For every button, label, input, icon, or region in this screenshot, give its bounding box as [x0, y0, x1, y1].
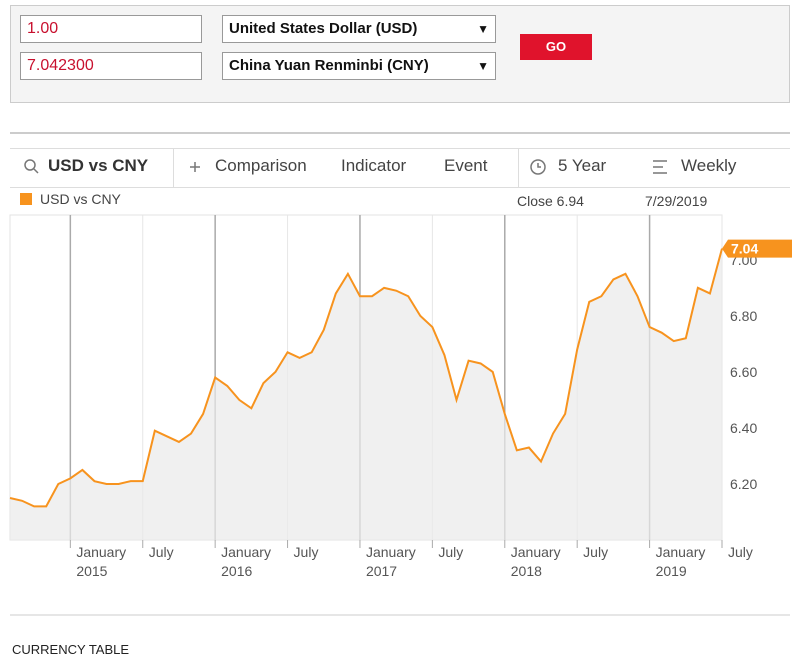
y-tick-label: 6.60 — [730, 364, 757, 380]
section-title: CURRENCY TABLE — [12, 642, 129, 657]
y-tick-label: 6.20 — [730, 476, 757, 492]
x-tick-year: 2017 — [366, 563, 397, 579]
search-icon — [24, 159, 36, 171]
x-tick-label: January — [221, 544, 271, 560]
toolbar-separator — [173, 148, 174, 188]
from-currency: United States Dollar (USD) — [229, 20, 418, 37]
symbol-button[interactable]: USD vs CNY — [48, 156, 149, 175]
go-button[interactable]: GO — [520, 34, 592, 60]
area — [10, 248, 722, 540]
toolbar-separator — [518, 148, 519, 188]
comparison-button[interactable]: Comparison — [215, 156, 307, 175]
legend-swatch — [20, 193, 32, 205]
plus-icon — [190, 162, 200, 172]
from-currency-select[interactable]: United States Dollar (USD) ▼ — [222, 15, 496, 43]
bars-icon — [653, 160, 667, 174]
x-tick-year: 2015 — [76, 563, 107, 579]
y-tick-label: 6.40 — [730, 420, 757, 436]
x-tick-label: July — [149, 544, 174, 560]
divider — [10, 132, 790, 134]
event-button[interactable]: Event — [444, 156, 488, 175]
x-tick-year: 2018 — [511, 563, 542, 579]
indicator-button[interactable]: Indicator — [341, 156, 407, 175]
search-icon — [33, 168, 39, 174]
clock-icon — [537, 163, 541, 168]
x-tick-label: January — [366, 544, 416, 560]
clock-icon — [530, 159, 546, 175]
toolbar — [10, 148, 790, 188]
price-tag — [722, 239, 792, 258]
range-button[interactable]: 5 Year — [558, 156, 607, 175]
to-currency: China Yuan Renminbi (CNY) — [229, 57, 429, 74]
x-tick-label: July — [438, 544, 463, 560]
date-label: 7/29/2019 — [645, 193, 708, 209]
dropdown-arrow: ▼ — [477, 59, 489, 73]
x-tick-label: January — [76, 544, 126, 560]
x-tick-label: January — [511, 544, 561, 560]
y-tick-label: 6.80 — [730, 308, 757, 324]
icons — [24, 159, 667, 175]
x-tick-year: 2019 — [656, 563, 687, 579]
close-label: Close 6.94 — [517, 193, 584, 209]
amount-input[interactable]: 1.00 — [20, 15, 202, 43]
line — [9, 248, 723, 508]
result-input[interactable]: 7.042300 — [20, 52, 202, 80]
x-tick-label: January — [656, 544, 706, 560]
x-tick-label: July — [294, 544, 319, 560]
price-tag-label: 7.04 — [731, 241, 758, 257]
x-tick-label: July — [583, 544, 608, 560]
to-currency-select[interactable]: China Yuan Renminbi (CNY) ▼ — [222, 52, 496, 80]
interval-button[interactable]: Weekly — [681, 156, 737, 175]
legend-label: USD vs CNY — [40, 191, 121, 207]
x-tick-label: July — [728, 544, 753, 560]
dropdown-arrow: ▼ — [477, 22, 489, 36]
x-tick-year: 2016 — [221, 563, 252, 579]
